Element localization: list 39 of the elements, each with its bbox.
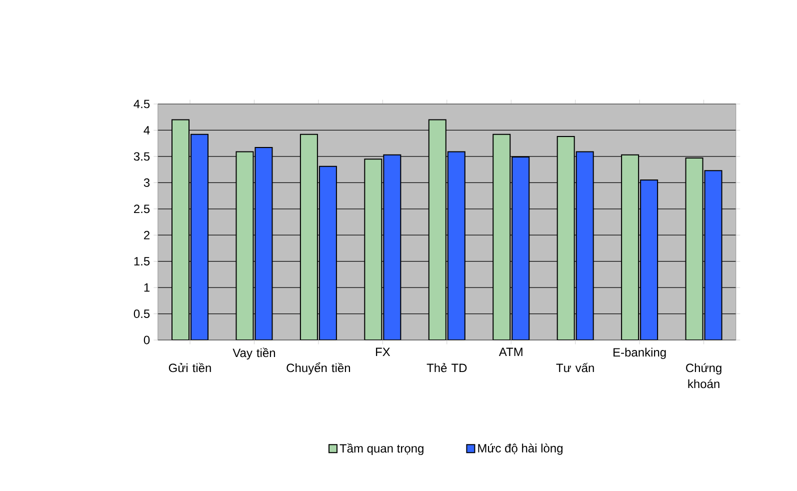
y-tick-label: 0 bbox=[144, 336, 150, 344]
x-tick-label: ATM bbox=[498, 348, 522, 356]
bar bbox=[236, 151, 254, 340]
bar bbox=[383, 154, 402, 340]
y-tick-label: 3 bbox=[144, 178, 150, 187]
y-tick-label: 1 bbox=[144, 283, 150, 292]
y-tick-label: 2.5 bbox=[134, 204, 150, 214]
x-tick-label: Thẻ TD bbox=[426, 363, 467, 372]
bar bbox=[172, 119, 190, 340]
x-tick-label: Chuyển tiền bbox=[286, 362, 350, 375]
bar bbox=[492, 134, 511, 340]
x-tick-label: Tư vấn bbox=[556, 362, 594, 372]
bar bbox=[640, 180, 658, 340]
y-tick-label: 0.5 bbox=[134, 310, 150, 318]
bar bbox=[318, 166, 337, 340]
bar bbox=[704, 170, 722, 340]
bar bbox=[685, 158, 704, 340]
x-tick-label: Chứng khoán bbox=[686, 363, 722, 388]
y-tick-label: 2 bbox=[144, 230, 150, 240]
bar bbox=[621, 154, 640, 340]
x-tick-label: Gửi tiền bbox=[168, 362, 211, 372]
bar bbox=[254, 147, 273, 340]
bar bbox=[190, 134, 209, 340]
bar bbox=[428, 119, 446, 340]
legend-label: Tầm quan trọng bbox=[340, 443, 424, 456]
bar bbox=[512, 156, 530, 340]
x-tick-label: Vay tiền bbox=[232, 348, 276, 360]
y-tick-label: 3.5 bbox=[134, 152, 150, 161]
y-tick-label: 4 bbox=[144, 126, 150, 134]
bar bbox=[300, 134, 318, 340]
bar bbox=[556, 136, 575, 340]
x-tick-label: E-banking bbox=[614, 348, 666, 359]
legend-label: Mức độ hài lòng bbox=[478, 444, 562, 455]
y-tick-label: 1.5 bbox=[134, 257, 150, 266]
x-tick-label: FX bbox=[376, 348, 390, 356]
bar bbox=[364, 158, 382, 340]
y-tick-label: 4.5 bbox=[134, 100, 150, 108]
bar bbox=[447, 151, 466, 340]
bar bbox=[576, 151, 594, 340]
